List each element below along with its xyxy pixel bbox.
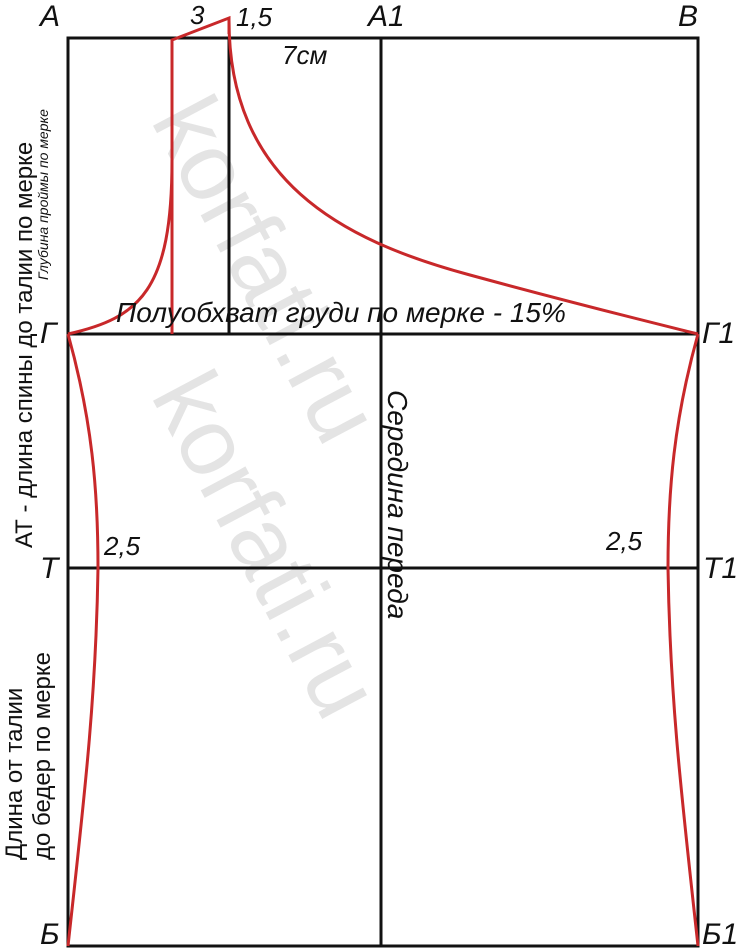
hip-length-label-1: Длина от талии — [1, 688, 28, 860]
armhole-depth-label: Глубина проймы по мерке — [35, 109, 51, 280]
measure-7cm: 7см — [282, 40, 327, 70]
back-length-label: АТ - длина спины до талии по мерке — [11, 142, 38, 548]
descriptive-labels: Полуобхват груди по мерке - 15% Середина… — [1, 109, 566, 860]
point-g-label: Г — [40, 317, 59, 350]
point-labels: А А1 В Г Г1 Т Т1 Б Б1 — [38, 0, 738, 951]
measurement-labels: 3 1,5 7см 2,5 2,5 — [103, 0, 643, 561]
point-a1-label: А1 — [366, 0, 405, 33]
bust-label: Полуобхват груди по мерке - 15% — [116, 297, 566, 328]
point-a-label: А — [38, 0, 60, 33]
point-g1-label: Г1 — [702, 317, 735, 350]
side-seam-left — [66, 333, 100, 947]
waist-left-offset: 2,5 — [103, 531, 141, 561]
point-t-label: Т — [40, 552, 61, 585]
base-rectangle — [66, 36, 700, 948]
pattern-outline — [66, 15, 700, 947]
neckline-curve — [227, 17, 699, 336]
point-b-label: В — [678, 0, 698, 33]
center-front-label: Середина переда — [382, 390, 413, 619]
side-seam-right — [666, 333, 700, 947]
point-t1-label: Т1 — [703, 552, 738, 585]
measure-3: 3 — [190, 0, 205, 30]
measure-1-5: 1,5 — [236, 2, 273, 32]
waist-right-offset: 2,5 — [605, 526, 643, 556]
point-bu1-label: Б1 — [702, 918, 738, 951]
point-bu-label: Б — [40, 918, 60, 951]
armhole-left — [67, 159, 174, 336]
hip-length-label-2: до бедер по мерке — [29, 652, 56, 860]
